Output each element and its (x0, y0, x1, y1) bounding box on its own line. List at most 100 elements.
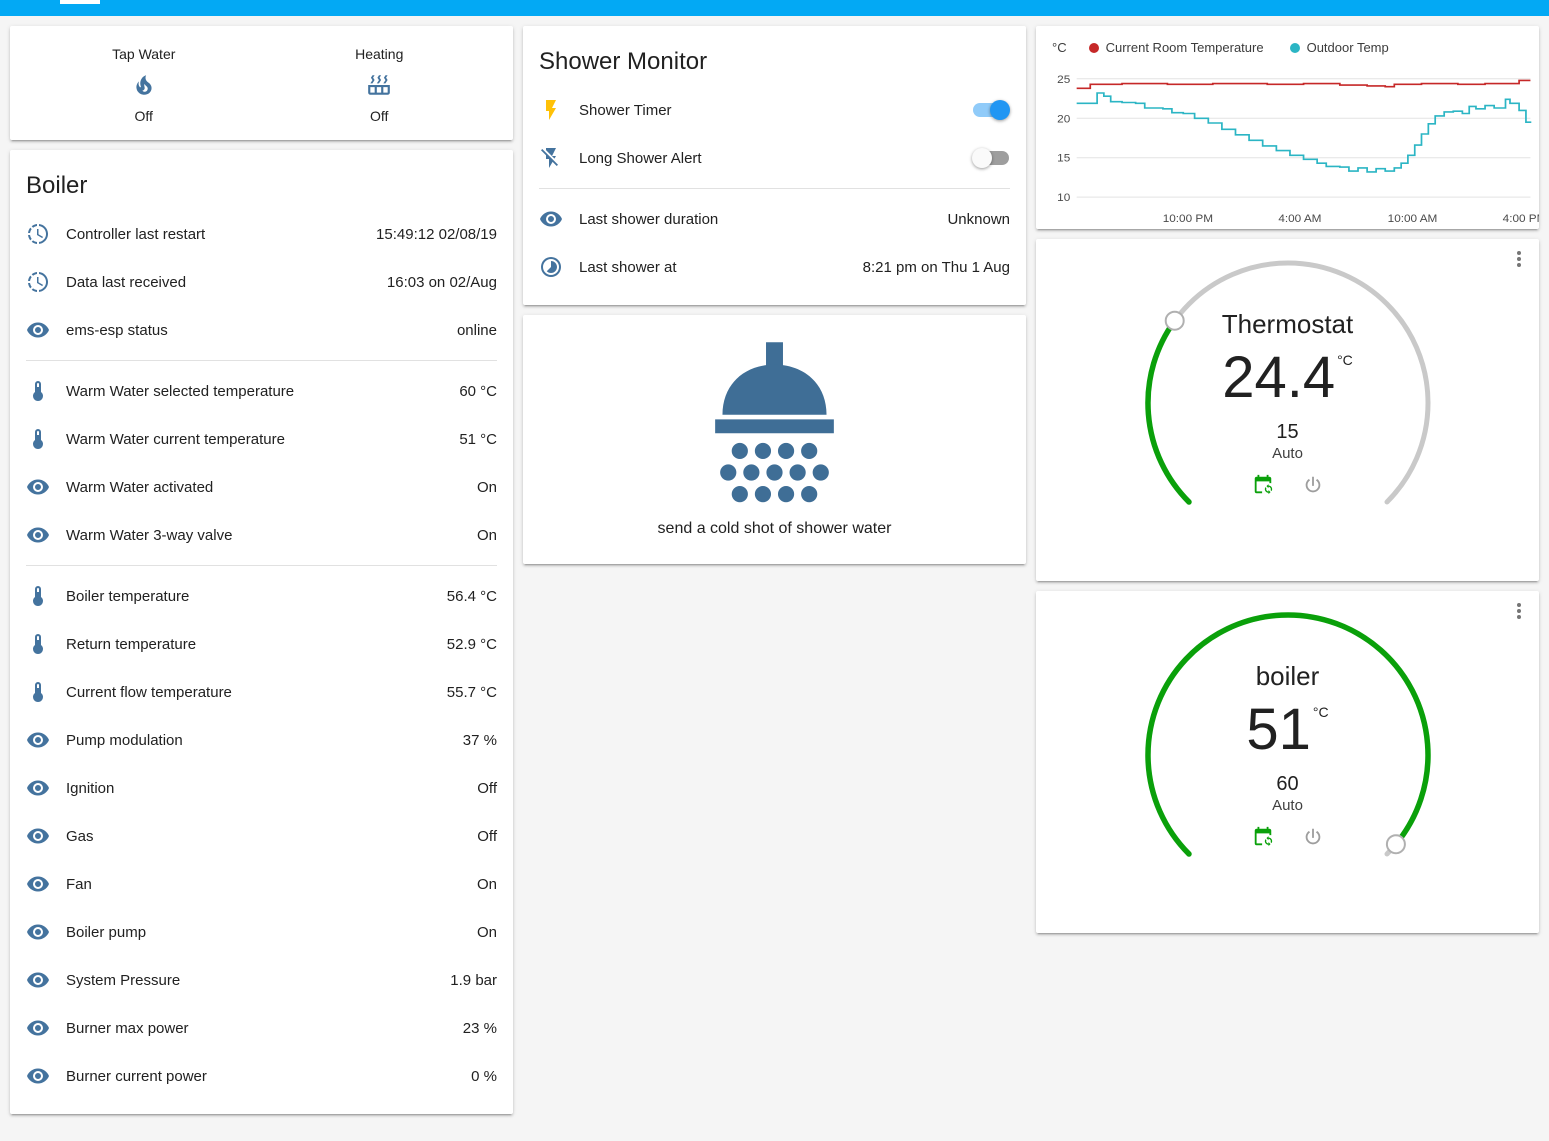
boiler-entity-list: Controller last restart 15:49:12 02/08/19… (10, 208, 513, 1114)
dial-track (1145, 260, 1430, 505)
fire-icon (131, 72, 157, 98)
thermostat-card: Thermostat 24.4 °C 15 Auto (1036, 239, 1539, 581)
tap-water-label: Tap Water (112, 46, 176, 62)
boiler-dial-arc (1144, 612, 1431, 857)
thermometer-icon (26, 680, 50, 704)
entity-row[interactable]: System Pressure 1.9 bar (26, 956, 497, 1004)
entity-value: Off (477, 827, 497, 845)
entity-row[interactable]: Warm Water 3-way valve On (26, 511, 497, 559)
eye-icon (539, 207, 563, 231)
entity-name: Pump modulation (66, 731, 183, 749)
svg-text:25: 25 (1057, 74, 1070, 86)
dashboard: Tap Water Off Heating Off Boiler Control… (0, 16, 1549, 1124)
entity-name: Burner max power (66, 1019, 189, 1037)
tap-heating-card: Tap Water Off Heating Off (10, 26, 513, 140)
entity-row[interactable]: Controller last restart 15:49:12 02/08/19 (26, 210, 497, 258)
entity-row[interactable]: Boiler pump On (26, 908, 497, 956)
cold-shot-label: send a cold shot of shower water (657, 520, 892, 537)
dial-handle[interactable] (1385, 834, 1406, 855)
entity-name: Warm Water selected temperature (66, 382, 295, 400)
toggle-switch[interactable] (972, 148, 1010, 168)
dots-vertical-icon[interactable] (1507, 599, 1531, 623)
flash-icon (539, 98, 563, 122)
dial-active-arc (1144, 317, 1192, 505)
entity-name: Boiler pump (66, 923, 147, 941)
entity-row[interactable]: Fan On (26, 860, 497, 908)
entity-value: online (456, 321, 497, 339)
divider (26, 360, 497, 361)
entity-name: ems-esp status (66, 321, 168, 339)
legend-item-room-temperature: Current Room Temperature (1088, 40, 1264, 55)
active-tab-indicator[interactable] (60, 0, 100, 4)
entity-row[interactable]: ems-esp status online (26, 306, 497, 354)
entity-row[interactable]: Ignition Off (26, 764, 497, 812)
heating-label: Heating (355, 46, 404, 62)
entity-row[interactable]: Shower Timer (539, 86, 1010, 134)
glance-item-tap-water[interactable]: Tap Water Off (26, 46, 262, 124)
entity-name: Shower Timer (579, 101, 672, 119)
eye-icon (26, 968, 50, 992)
entity-name: Long Shower Alert (579, 149, 702, 167)
eye-icon (26, 523, 50, 547)
svg-text:20: 20 (1057, 114, 1070, 126)
progress-clock-icon (26, 222, 50, 246)
calendar-sync-icon[interactable] (1252, 474, 1274, 496)
entity-value: 52.9 °C (446, 635, 497, 653)
eye-icon (26, 920, 50, 944)
mode-buttons (1252, 826, 1324, 848)
entity-row[interactable]: Burner max power 23 % (26, 1004, 497, 1052)
entity-row[interactable]: Current flow temperature 55.7 °C (26, 668, 497, 716)
entity-row[interactable]: Long Shower Alert (539, 134, 1010, 182)
entity-row[interactable]: Data last received 16:03 on 02/Aug (26, 258, 497, 306)
entity-value: 0 % (471, 1067, 497, 1085)
legend-dot-icon (1289, 42, 1300, 53)
power-icon[interactable] (1302, 826, 1324, 848)
entity-row[interactable]: Boiler temperature 56.4 °C (26, 572, 497, 620)
history-chart-card: °C Current Room Temperature Outdoor Temp… (1036, 26, 1539, 229)
shower-monitor-title: Shower Monitor (539, 48, 708, 75)
entity-row[interactable]: Last shower duration Unknown (539, 195, 1010, 243)
power-icon[interactable] (1302, 474, 1324, 496)
glance-item-heating[interactable]: Heating Off (262, 46, 498, 124)
entity-row[interactable]: Last shower at 8:21 pm on Thu 1 Aug (539, 243, 1010, 291)
entity-name: Gas (66, 827, 94, 845)
flash-off-icon (539, 146, 563, 170)
entity-value: Unknown (947, 210, 1010, 228)
boiler-gauge-card: boiler 51 °C 60 Auto (1036, 591, 1539, 933)
entity-name: Ignition (66, 779, 115, 797)
calendar-sync-icon[interactable] (1252, 826, 1274, 848)
dial-handle[interactable] (1164, 310, 1185, 331)
svg-text:10: 10 (1057, 192, 1070, 204)
dots-vertical-icon[interactable] (1507, 247, 1531, 271)
eye-icon (26, 824, 50, 848)
eye-icon (26, 776, 50, 800)
chart-header: °C Current Room Temperature Outdoor Temp (1036, 26, 1539, 55)
entity-name: Last shower duration (579, 210, 719, 228)
entity-name: Data last received (66, 273, 187, 291)
entity-value: 37 % (462, 731, 497, 749)
radiator-icon (366, 72, 392, 98)
boiler-dial: boiler 51 °C 60 Auto (1128, 605, 1448, 915)
entity-row[interactable]: Return temperature 52.9 °C (26, 620, 497, 668)
left-column: Tap Water Off Heating Off Boiler Control… (10, 26, 513, 1114)
cold-shot-action-card[interactable]: send a cold shot of shower water (523, 315, 1026, 564)
y-axis-unit-label: °C (1052, 40, 1067, 55)
boiler-card: Boiler Controller last restart 15:49:12 0… (10, 150, 513, 1114)
shower-monitor-card: Shower Monitor Shower Timer Long Shower A… (523, 26, 1026, 305)
entity-row[interactable]: Warm Water selected temperature 60 °C (26, 367, 497, 415)
svg-text:4:00 AM: 4:00 AM (1278, 213, 1321, 225)
entity-row[interactable]: Gas Off (26, 812, 497, 860)
entity-row[interactable]: Burner current power 0 % (26, 1052, 497, 1100)
thermostat-dial-arc (1144, 260, 1430, 505)
entity-row[interactable]: Warm Water activated On (26, 463, 497, 511)
app-header (0, 0, 1549, 16)
eye-icon (26, 728, 50, 752)
temperature-history-plot: 25 20 15 10 10:00 PM 4:00 AM 10:00 AM 4:00 PM (1057, 74, 1539, 225)
entity-value: 56.4 °C (446, 587, 497, 605)
entity-row[interactable]: Pump modulation 37 % (26, 716, 497, 764)
entity-row[interactable]: Warm Water current temperature 51 °C (26, 415, 497, 463)
entity-value: 51 °C (459, 430, 497, 448)
entity-value: On (476, 875, 497, 893)
toggle-switch[interactable] (972, 100, 1010, 120)
eye-icon (26, 1064, 50, 1088)
